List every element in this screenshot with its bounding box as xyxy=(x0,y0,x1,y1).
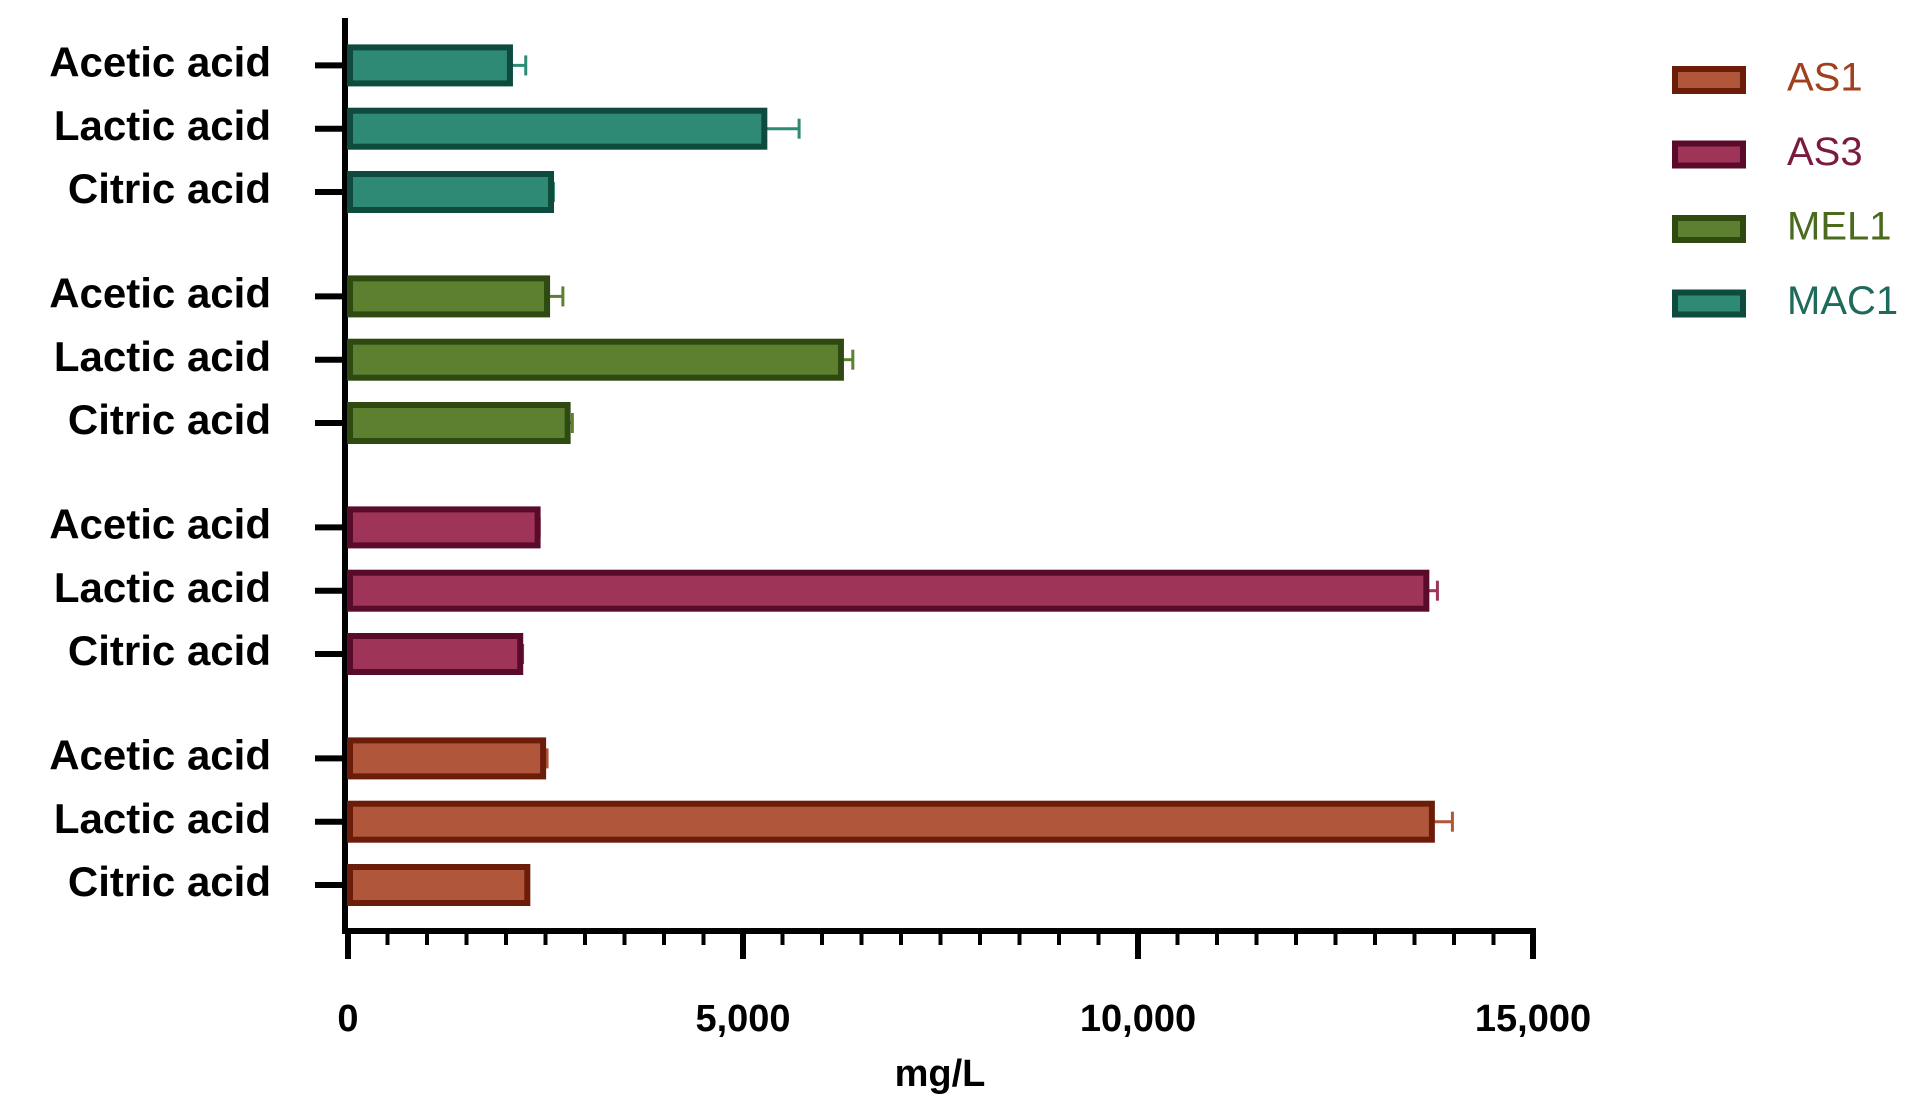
bar xyxy=(347,737,547,780)
bar xyxy=(347,633,524,675)
bar xyxy=(347,171,555,213)
y-tick-label: Citric acid xyxy=(68,627,271,674)
legend-label: AS3 xyxy=(1787,130,1863,174)
y-tick-label: Acetic acid xyxy=(49,731,271,778)
legend-swatch xyxy=(1672,215,1746,243)
y-tick-label: Lactic acid xyxy=(54,795,271,842)
x-tick-label: 15,000 xyxy=(1475,998,1591,1040)
legend-label: AS1 xyxy=(1787,56,1863,100)
bar xyxy=(347,800,1435,843)
y-tick-label: Acetic acid xyxy=(49,38,271,85)
y-tick-label: Citric acid xyxy=(68,858,271,905)
y-tick-label: Acetic acid xyxy=(49,500,271,547)
bar xyxy=(347,506,541,549)
legend-label: MAC1 xyxy=(1787,279,1898,323)
y-tick-label: Citric acid xyxy=(68,165,271,212)
bar xyxy=(347,569,1430,612)
x-tick-label: 0 xyxy=(337,998,358,1040)
y-tick-label: Acetic acid xyxy=(49,269,271,316)
bar xyxy=(347,107,768,150)
legend-swatch xyxy=(1672,66,1746,94)
bar xyxy=(347,864,531,906)
y-tick-label: Citric acid xyxy=(68,396,271,443)
bar xyxy=(347,275,551,318)
y-tick-label: Lactic acid xyxy=(54,102,271,149)
x-tick-label: 10,000 xyxy=(1080,998,1196,1040)
bar xyxy=(347,44,513,87)
bar xyxy=(347,402,571,444)
legend-label: MEL1 xyxy=(1787,205,1892,249)
x-tick-label: 5,000 xyxy=(695,998,790,1040)
bar xyxy=(347,338,844,381)
legend-swatch xyxy=(1672,140,1746,169)
x-axis-label: mg/L xyxy=(895,1053,986,1095)
y-tick-label: Lactic acid xyxy=(54,564,271,611)
legend-swatch xyxy=(1672,289,1746,318)
y-tick-label: Lactic acid xyxy=(54,333,271,380)
